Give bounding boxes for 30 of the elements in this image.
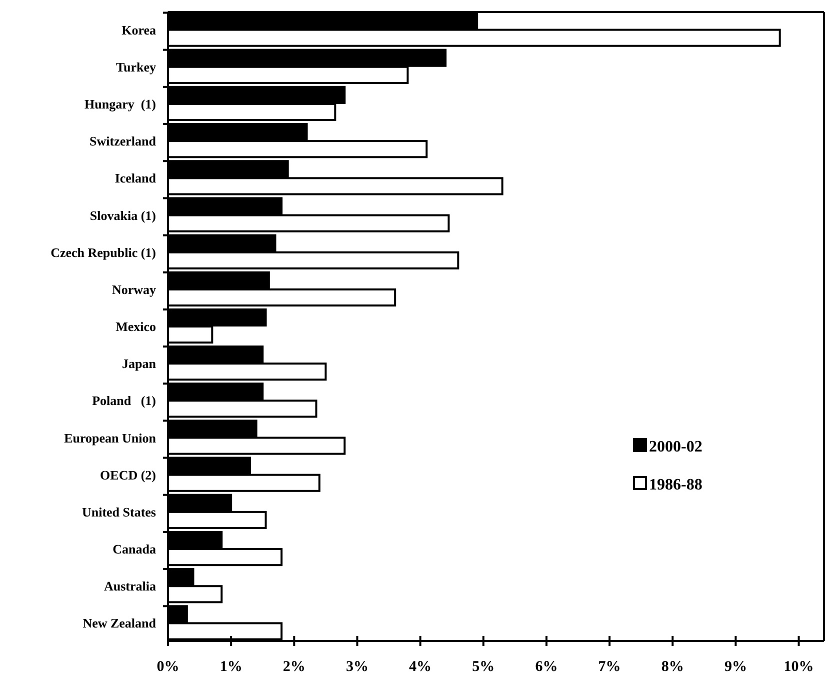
x-tick-label: 9% [724,659,747,675]
y-tick-label: Hungary (1) [84,96,156,112]
y-tick-label: European Union [64,430,157,446]
x-tick-label: 8% [661,659,684,675]
y-tick-label: Mexico [116,319,156,334]
y-tick-label: Turkey [116,59,156,74]
x-tick-label: 2% [282,659,306,675]
x-tick-label: 7% [598,659,621,675]
x-tick-label: 6% [535,659,558,675]
legend-label: 2000-02 [649,438,702,456]
y-tick-label: United States [82,504,156,520]
x-tick-label: 3% [346,659,368,675]
x-tick-label: 5% [472,659,495,675]
y-tick-label: Korea [122,22,156,38]
y-tick-label: Slovakia (1) [90,208,156,223]
legend-label: 1986-88 [649,476,702,494]
x-tick-label: 0% [156,659,180,675]
y-tick-label: Japan [122,356,157,372]
y-tick-label: Canada [112,542,156,557]
y-tick-label: New Zealand [82,616,157,631]
y-tick-label: Iceland [114,170,157,186]
x-tick-label: 4% [409,659,432,675]
y-tick-label: OECD (2) [100,467,156,482]
y-tick-label: Australia [104,578,156,594]
y-tick-label: Switzerland [90,134,157,149]
y-tick-label: Poland (1) [92,393,156,408]
x-tick-label: 10% [784,659,814,675]
y-tick-label: Norway [112,282,156,297]
x-tick-label: 1% [220,659,242,675]
y-tick-label: Czech Republic (1) [50,244,156,260]
